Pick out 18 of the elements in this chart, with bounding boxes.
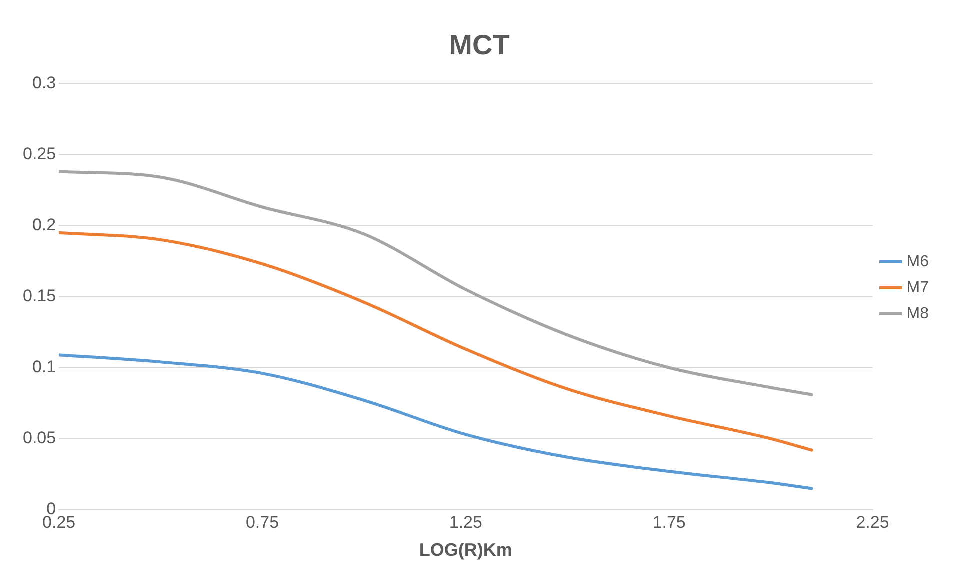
x-tick-label: 2.25 [856,512,890,532]
y-tick-label: 0.3 [32,73,56,92]
y-tick-label: 0.2 [32,215,56,234]
legend-label: M8 [906,305,930,322]
chart-title: MCT [449,30,510,61]
line-series [59,231,814,452]
x-tick-label: 1.25 [449,512,482,532]
line-series [59,170,814,396]
legend-label: M6 [906,253,930,270]
line-series [59,354,814,490]
y-tick-label: 0.15 [22,286,56,306]
y-tick-label: 0.05 [22,428,56,448]
x-axis-title: LOG(R)Km [419,540,512,560]
y-tick-label: 0.25 [22,144,56,164]
y-tick-label: 0.1 [32,358,56,377]
x-tick-label: 0.75 [246,512,280,532]
x-tick-label: 1.75 [652,512,686,532]
legend-label: M7 [906,279,930,296]
